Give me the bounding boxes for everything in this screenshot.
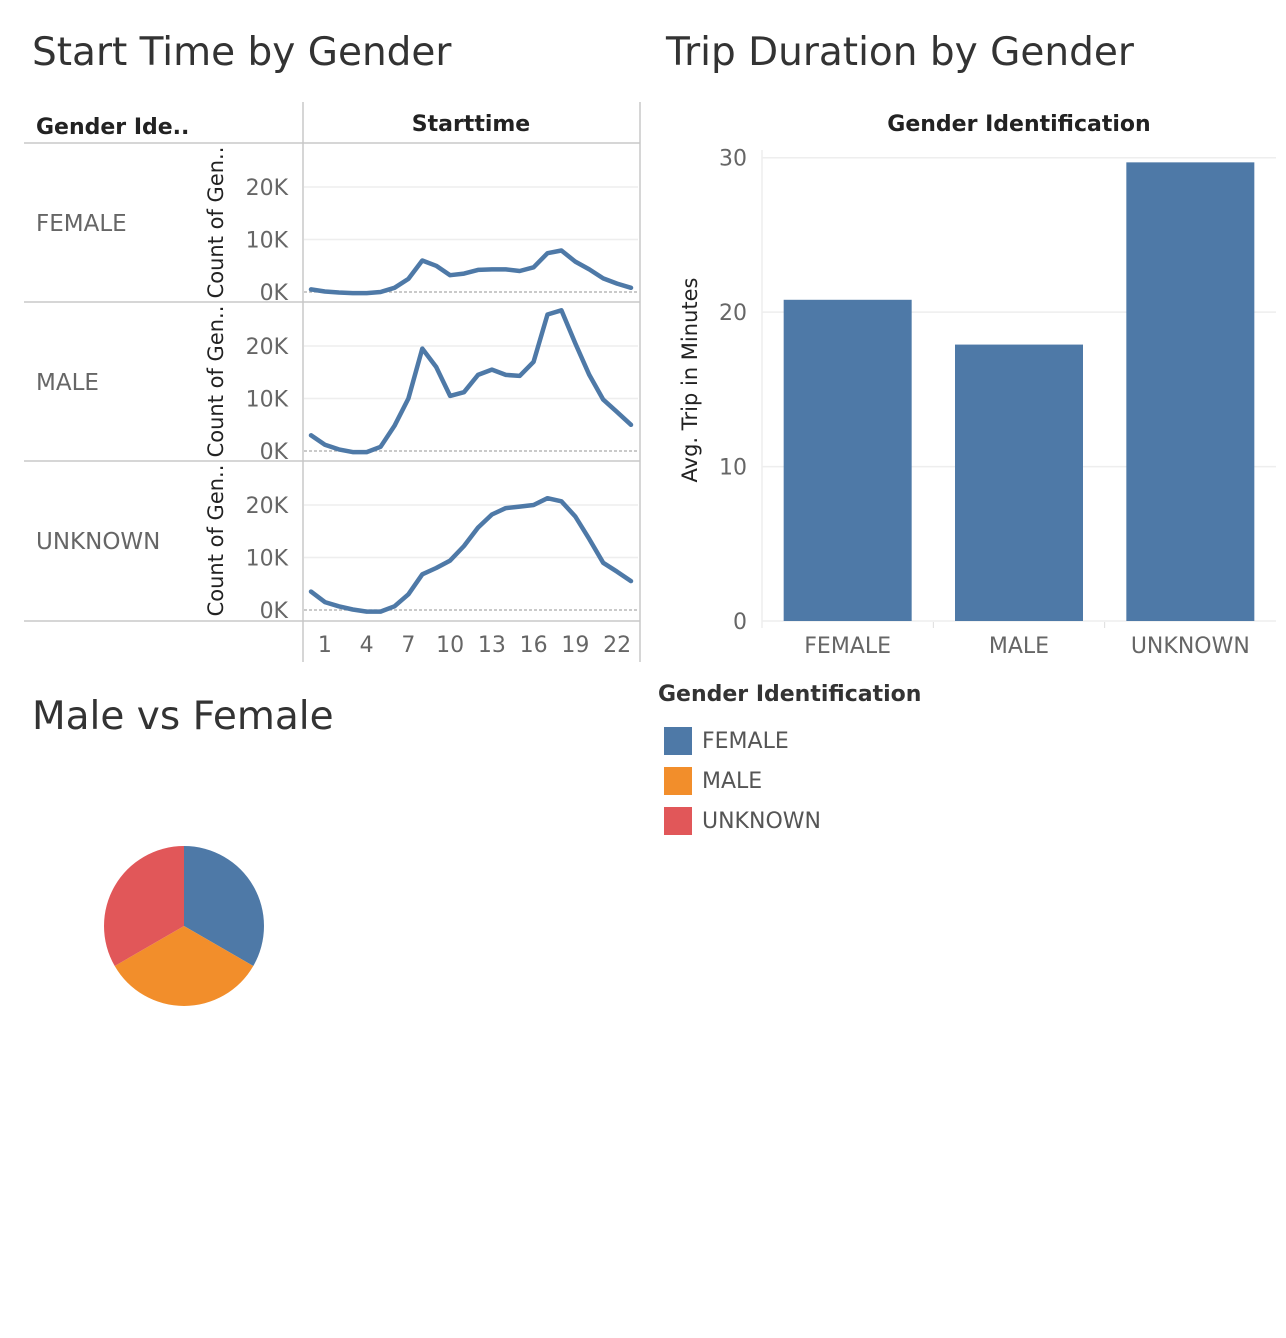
legend-label-male: MALE bbox=[702, 768, 763, 794]
series-line-female bbox=[308, 248, 634, 296]
start-time-line-chart: Gender Ide.. Starttime FEMALE 0K 10K 20K Count… bbox=[24, 102, 641, 662]
series-line-unknown bbox=[308, 495, 634, 614]
column-header-label: Starttime bbox=[412, 112, 530, 137]
x-tick-label: 10 bbox=[436, 633, 464, 658]
x-tick-label: 1 bbox=[318, 633, 332, 658]
legend-item-female[interactable]: FEMALE bbox=[658, 721, 921, 761]
panel-label-male: MALE bbox=[36, 370, 99, 396]
x-tick-label: 13 bbox=[478, 633, 506, 658]
bar-female bbox=[783, 299, 912, 621]
legend-item-unknown[interactable]: UNKNOWN bbox=[658, 801, 921, 841]
pie-title: Male vs Female bbox=[32, 694, 334, 739]
x-tick-label: 16 bbox=[520, 633, 548, 658]
y-tick-label: 30 bbox=[719, 147, 747, 172]
x-tick-label: 22 bbox=[603, 633, 631, 658]
x-axis-header: Gender Identification bbox=[887, 112, 1150, 137]
y-axis-label: Count of Gen.. bbox=[204, 465, 228, 617]
y-axis-label: Count of Gen.. bbox=[204, 147, 228, 299]
y-tick-label: 20K bbox=[246, 176, 289, 201]
y-tick-label: 0K bbox=[260, 599, 289, 624]
panel-label-unknown: UNKNOWN bbox=[36, 529, 160, 555]
pie-slice-unknown bbox=[104, 846, 184, 966]
legend-swatch-unknown bbox=[664, 807, 692, 835]
y-axis-label: Avg. Trip in Minutes bbox=[678, 278, 702, 483]
y-tick-label: 10 bbox=[719, 456, 747, 481]
legend-label-unknown: UNKNOWN bbox=[702, 808, 821, 834]
legend-swatch-female bbox=[664, 727, 692, 755]
legend-title: Gender Identification bbox=[658, 682, 922, 707]
y-tick-label: 20K bbox=[246, 335, 289, 360]
series-line-male bbox=[308, 308, 634, 455]
legend-swatch-male bbox=[664, 767, 692, 795]
y-tick-label: 0 bbox=[733, 610, 747, 635]
x-tick-label: 7 bbox=[401, 633, 415, 658]
y-tick-label: 10K bbox=[246, 388, 289, 413]
x-tick-label: 19 bbox=[561, 633, 589, 658]
trip-duration-title: Trip Duration by Gender bbox=[666, 30, 1134, 75]
x-tick-label: FEMALE bbox=[804, 634, 891, 659]
y-tick-label: 20 bbox=[719, 301, 747, 326]
legend-item-male[interactable]: MALE bbox=[658, 761, 921, 801]
y-tick-label: 10K bbox=[246, 547, 289, 572]
legend-label-female: FEMALE bbox=[702, 728, 789, 754]
x-tick-label: 4 bbox=[360, 633, 374, 658]
panel-label-female: FEMALE bbox=[36, 211, 127, 237]
bar-unknown bbox=[1126, 162, 1255, 621]
y-tick-label: 10K bbox=[246, 229, 289, 254]
start-time-title: Start Time by Gender bbox=[32, 30, 452, 75]
pie-slice-female bbox=[184, 846, 264, 966]
x-tick-label: MALE bbox=[989, 634, 1049, 659]
bar-male bbox=[955, 344, 1083, 621]
y-tick-label: 20K bbox=[246, 494, 289, 519]
gender-legend: Gender Identification FEMALE MALE UNKNOW… bbox=[658, 682, 921, 841]
y-axis-label: Count of Gen.. bbox=[204, 306, 228, 458]
row-header-label: Gender Ide.. bbox=[36, 115, 189, 140]
x-tick-label: UNKNOWN bbox=[1131, 634, 1250, 659]
trip-duration-bar-chart: Gender Identification 0 10 20 30 Avg. Trip in… bbox=[678, 112, 1276, 659]
pie-slice-male bbox=[114, 926, 254, 1006]
